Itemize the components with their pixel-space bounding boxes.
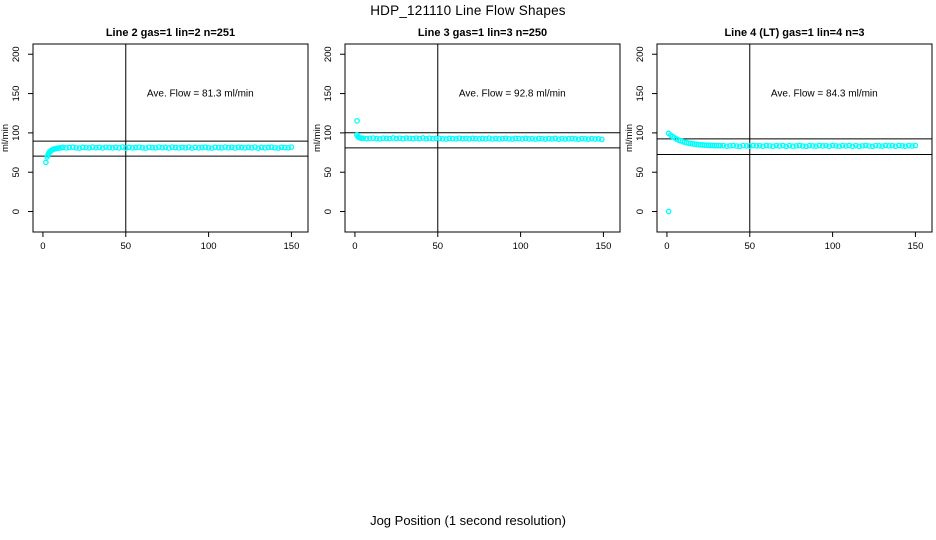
x-tick-label: 100: [201, 241, 217, 252]
panel-title: Line 3 gas=1 lin=3 n=250: [418, 27, 547, 39]
x-tick-label: 150: [908, 241, 924, 252]
flow-panel-2: Line 3 gas=1 lin=3 n=250 0 50 100 150 200 0 50 1…: [312, 27, 621, 252]
y-tick-label: 200: [635, 46, 646, 62]
ave-flow-annotation: Ave. Flow = 84.3 ml/min: [771, 89, 878, 100]
y-tick-label: 200: [11, 46, 22, 62]
y-tick-label: 150: [635, 86, 646, 102]
y-tick-label: 50: [11, 167, 22, 178]
figure-title: HDP_121110 Line Flow Shapes: [370, 3, 566, 18]
plot-box: [344, 43, 621, 233]
y-axis-label: ml/min: [0, 124, 11, 152]
panel-title: Line 4 (LT) gas=1 lin=4 n=3: [724, 27, 864, 39]
y-tick-label: 200: [323, 46, 334, 62]
x-tick-label: 50: [120, 241, 131, 252]
x-tick-label: 0: [352, 241, 357, 252]
x-tick-label: 0: [664, 241, 669, 252]
x-tick-label: 50: [744, 241, 755, 252]
y-tick-label: 100: [635, 125, 646, 141]
panel-title: Line 2 gas=1 lin=2 n=251: [106, 27, 235, 39]
plot-box: [656, 43, 933, 233]
y-tick-label: 0: [11, 209, 22, 214]
x-axis-overall-label: Jog Position (1 second resolution): [370, 513, 566, 528]
ave-flow-annotation: Ave. Flow = 81.3 ml/min: [147, 89, 254, 100]
flow-panel-1: Line 2 gas=1 lin=2 n=251 0 50 100 150 200 0 50 1…: [0, 27, 309, 252]
y-tick-label: 50: [635, 167, 646, 178]
x-tick-label: 150: [596, 241, 612, 252]
x-tick-label: 50: [432, 241, 443, 252]
y-tick-label: 50: [323, 167, 334, 178]
flow-panel-3: Line 4 (LT) gas=1 lin=4 n=3 0 50 100 150 200 0…: [624, 27, 933, 252]
x-tick-label: 0: [40, 241, 45, 252]
scatter-points: [665, 130, 919, 215]
y-tick-label: 100: [11, 125, 22, 141]
scatter-points: [43, 144, 295, 166]
y-tick-label: 100: [323, 125, 334, 141]
y-tick-label: 0: [323, 209, 334, 214]
y-tick-label: 0: [635, 209, 646, 214]
plot-box: [32, 43, 309, 233]
y-tick-label: 150: [323, 86, 334, 102]
x-tick-label: 100: [825, 241, 841, 252]
y-axis-label: ml/min: [312, 124, 323, 152]
x-tick-label: 100: [513, 241, 529, 252]
y-axis-label: ml/min: [624, 124, 635, 152]
x-tick-label: 150: [284, 241, 300, 252]
chart-row: Line 2 gas=1 lin=2 n=251 0 50 100 150 200 0 50 1…: [0, 20, 936, 290]
scatter-points: [354, 118, 605, 143]
y-tick-label: 150: [11, 86, 22, 102]
ave-flow-annotation: Ave. Flow = 92.8 ml/min: [459, 89, 566, 100]
